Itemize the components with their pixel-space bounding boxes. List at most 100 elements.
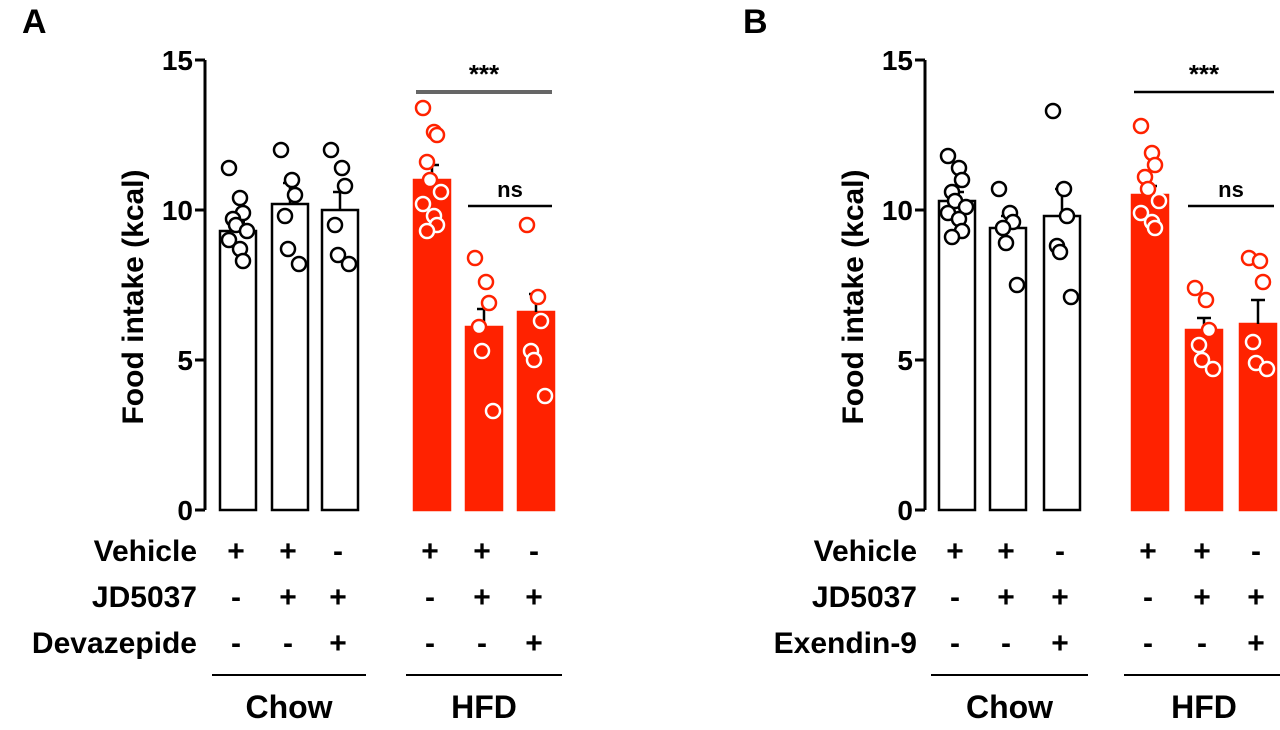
condition-sign: +	[1139, 535, 1157, 568]
condition-row-label: JD5037	[92, 581, 197, 614]
data-point	[238, 222, 256, 240]
y-tick-label: 0	[177, 495, 193, 526]
data-point	[1150, 192, 1168, 210]
y-tick-label: 15	[162, 45, 193, 76]
condition-sign: -	[333, 535, 343, 568]
condition-sign: -	[425, 627, 435, 660]
bar	[1238, 322, 1278, 512]
panel-b: B 0 5 10 15 Food intake (kcal) *** ns Vehicle + + -…	[743, 3, 1280, 725]
condition-row-label: Exendin-9	[774, 627, 917, 660]
data-point	[286, 186, 304, 204]
data-point	[525, 351, 543, 369]
data-point	[1139, 180, 1157, 198]
data-point	[340, 255, 358, 273]
condition-sign: +	[473, 535, 491, 568]
data-point	[414, 99, 432, 117]
data-point	[1193, 351, 1211, 369]
significance-label: ns	[497, 177, 523, 202]
data-point	[428, 126, 446, 144]
data-point	[473, 342, 491, 360]
data-point	[1132, 204, 1150, 222]
data-point	[1204, 360, 1222, 378]
data-point	[1132, 117, 1150, 135]
data-point	[480, 294, 498, 312]
data-point	[1146, 156, 1164, 174]
group-label: Chow	[245, 689, 332, 725]
data-point	[1044, 102, 1062, 120]
data-point	[990, 180, 1008, 198]
significance-label: ***	[1189, 59, 1220, 89]
condition-sign: -	[1143, 627, 1153, 660]
group-label: HFD	[451, 689, 517, 725]
y-tick-label: 10	[162, 195, 193, 226]
data-point	[953, 171, 971, 189]
data-point	[536, 387, 554, 405]
data-point	[1055, 180, 1073, 198]
data-point	[290, 255, 308, 273]
bar	[1042, 214, 1082, 512]
data-point	[477, 273, 495, 291]
data-point	[1254, 273, 1272, 291]
y-tick-label: 0	[897, 495, 913, 526]
condition-sign: -	[477, 627, 487, 660]
condition-sign: -	[1197, 627, 1207, 660]
bar	[516, 310, 556, 512]
condition-row-label: Vehicle	[814, 535, 917, 568]
data-point	[532, 312, 550, 330]
data-point	[418, 153, 436, 171]
data-point	[272, 141, 290, 159]
significance-label: ***	[469, 59, 500, 89]
condition-sign: -	[1001, 627, 1011, 660]
data-point	[1258, 360, 1276, 378]
condition-sign: -	[231, 627, 241, 660]
data-point	[939, 147, 957, 165]
condition-sign: -	[950, 581, 960, 614]
condition-sign: +	[1247, 581, 1265, 614]
bar	[1130, 193, 1170, 512]
data-point	[470, 318, 488, 336]
condition-row-label: JD5037	[812, 581, 917, 614]
data-point	[220, 159, 238, 177]
y-tick-label: 5	[897, 345, 913, 376]
data-point	[943, 228, 961, 246]
data-point	[997, 234, 1015, 252]
data-point	[418, 222, 436, 240]
condition-sign: +	[1051, 627, 1069, 660]
data-point	[220, 231, 238, 249]
data-point	[421, 171, 439, 189]
data-point	[994, 219, 1012, 237]
data-point	[231, 189, 249, 207]
data-point	[432, 183, 450, 201]
data-point	[1008, 276, 1026, 294]
condition-sign: +	[525, 627, 543, 660]
data-point	[1244, 333, 1262, 351]
data-point	[1058, 207, 1076, 225]
panel-letter: A	[22, 3, 47, 41]
y-tick-label: 5	[177, 345, 193, 376]
data-point	[1190, 336, 1208, 354]
condition-sign: -	[1143, 581, 1153, 614]
bar	[988, 226, 1028, 512]
group-label: Chow	[966, 689, 1053, 725]
bar	[937, 199, 977, 512]
condition-sign: -	[529, 535, 539, 568]
data-point	[279, 240, 297, 258]
condition-sign: +	[279, 535, 297, 568]
data-point	[322, 141, 340, 159]
data-point	[484, 402, 502, 420]
group-label: HFD	[1171, 689, 1237, 725]
condition-row-label: Vehicle	[94, 535, 197, 568]
condition-sign: +	[997, 535, 1015, 568]
data-point	[1186, 279, 1204, 297]
data-point	[329, 246, 347, 264]
condition-sign: -	[1251, 535, 1261, 568]
data-point	[1062, 288, 1080, 306]
data-point	[1251, 252, 1269, 270]
condition-sign: +	[946, 535, 964, 568]
data-point	[234, 252, 252, 270]
condition-sign: -	[425, 581, 435, 614]
data-point	[1197, 291, 1215, 309]
condition-sign: +	[279, 581, 297, 614]
